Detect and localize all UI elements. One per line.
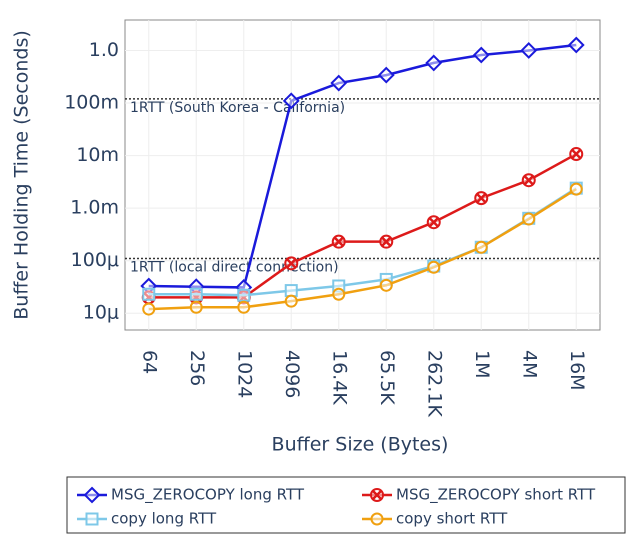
annotation: 1RTT (local direct connection): [130, 260, 339, 276]
marker: [370, 488, 384, 502]
marker-cross: [286, 258, 297, 269]
x-tick-label: 16M: [566, 350, 588, 391]
marker: [522, 212, 536, 226]
y-tick-label: 100μ: [71, 249, 119, 271]
marker: [284, 294, 298, 308]
marker-cross: [372, 490, 382, 500]
marker: [189, 287, 203, 301]
y-tick-label: 100m: [64, 92, 119, 114]
marker: [569, 147, 584, 162]
marker-cross: [571, 149, 582, 159]
marker: [521, 173, 536, 188]
series-line: [148, 188, 577, 311]
marker-cross: [523, 175, 534, 186]
marker: [379, 234, 394, 249]
y-tick-label: 10μ: [83, 302, 119, 324]
marker: [474, 240, 488, 254]
x-tick-label: 64: [138, 350, 160, 374]
marker-cross: [381, 236, 392, 247]
series-line: [148, 43, 577, 289]
marker: [520, 42, 538, 59]
marker: [427, 260, 441, 274]
y-tick-label: 10m: [76, 144, 119, 166]
y-tick-label: 1.0m: [70, 197, 119, 219]
annotation: 1RTT (South Korea - California): [130, 100, 345, 116]
legend-label: copy long RTT: [111, 510, 217, 528]
x-axis-label: Buffer Size (Bytes): [272, 434, 449, 456]
marker: [567, 36, 585, 54]
legend-label: MSG_ZEROCOPY short RTT: [396, 486, 596, 505]
y-tick-label: 1.0: [89, 39, 119, 61]
marker: [379, 278, 393, 292]
x-tick-label: 4M: [518, 350, 540, 378]
marker: [237, 288, 251, 302]
marker: [377, 66, 395, 84]
marker: [284, 284, 298, 298]
marker: [85, 512, 99, 526]
marker: [189, 300, 203, 314]
legend-box: [66, 476, 626, 534]
marker: [472, 46, 490, 64]
series-line: [148, 152, 577, 299]
x-tick-label: 262.1K: [423, 350, 445, 417]
x-tick-label: 4096: [281, 350, 303, 398]
marker: [237, 300, 251, 314]
marker: [142, 302, 156, 316]
marker: [569, 182, 583, 196]
marker-cross: [333, 236, 344, 247]
marker: [142, 287, 156, 301]
plot-area: [124, 19, 601, 331]
marker-cross: [428, 217, 439, 228]
marker: [332, 287, 346, 301]
marker: [425, 54, 443, 72]
x-tick-label: 256: [186, 350, 208, 386]
legend-label: MSG_ZEROCOPY long RTT: [111, 486, 305, 505]
marker: [426, 215, 441, 230]
marker: [330, 74, 348, 92]
marker-cross: [476, 193, 487, 204]
x-tick-label: 1024: [233, 350, 255, 398]
marker: [370, 512, 384, 526]
marker: [83, 486, 101, 504]
marker: [331, 234, 346, 249]
legend-label: copy short RTT: [396, 510, 508, 528]
marker: [282, 92, 300, 110]
x-tick-label: 1M: [471, 350, 493, 378]
x-tick-label: 65.5K: [376, 350, 398, 405]
marker: [474, 191, 489, 206]
y-axis-label: Buffer Holding Time (Seconds): [11, 30, 33, 320]
marker: [284, 256, 299, 271]
x-tick-label: 16.4K: [328, 350, 350, 405]
